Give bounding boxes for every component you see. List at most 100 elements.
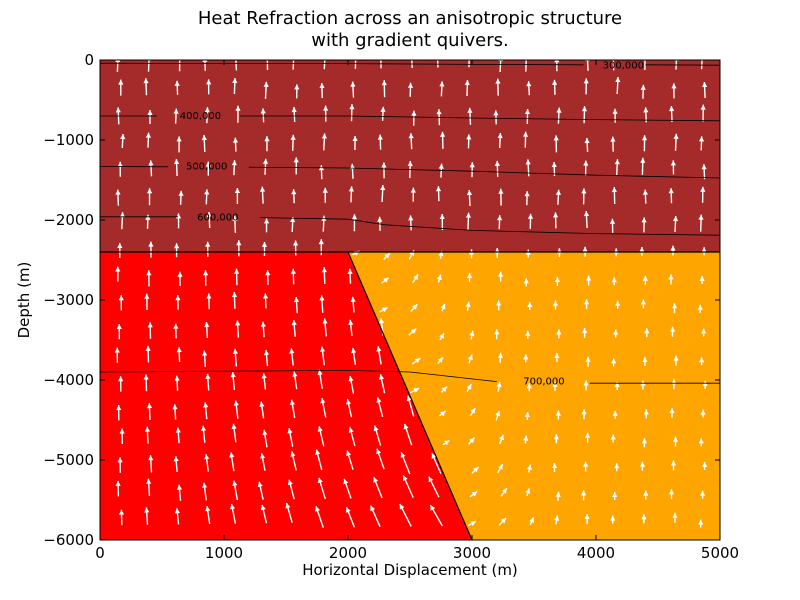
chart-title-line-1: Heat Refraction across an anisotropic st… — [197, 8, 623, 29]
quiver-arrowhead — [554, 277, 560, 282]
quiver-arrowhead — [551, 162, 557, 168]
quiver-arrowhead — [551, 463, 558, 468]
quiver-arrowhead — [175, 427, 181, 433]
quiver-arrowhead — [470, 408, 476, 414]
quiver-arrowhead — [323, 105, 329, 111]
quiver-arrowhead — [440, 411, 446, 417]
quiver-arrowhead — [553, 212, 559, 218]
quiver-arrowhead — [145, 132, 151, 138]
contour-label: 600,000 — [197, 213, 238, 224]
quiver-arrowhead — [473, 467, 479, 473]
quiver-arrowhead — [497, 352, 503, 358]
quiver-arrowhead — [146, 403, 153, 409]
quiver-arrowhead — [670, 160, 676, 166]
quiver-arrowhead — [524, 412, 530, 418]
quiver-arrowhead — [143, 374, 149, 380]
quiver-arrowhead — [700, 490, 706, 496]
quiver-arrowhead — [260, 453, 266, 459]
quiver-arrowhead — [377, 134, 383, 140]
quiver-arrowhead — [669, 408, 675, 413]
quiver-arrowhead — [671, 303, 678, 309]
x-tick-label: 4000 — [577, 544, 615, 562]
quiver-arrowhead — [380, 106, 386, 112]
quiver-arrowhead — [144, 507, 150, 513]
quiver-arrowhead — [118, 376, 124, 382]
quiver-arrowhead — [380, 185, 386, 191]
quiver-arrowhead — [610, 136, 616, 142]
quiver-arrowhead — [467, 354, 473, 361]
quiver-arrowhead — [466, 52, 472, 58]
quiver-arrowhead — [700, 186, 706, 192]
quiver-arrowhead — [346, 450, 352, 457]
quiver-arrowhead — [583, 461, 589, 467]
quiver-arrowhead — [262, 429, 268, 436]
quiver-arrowhead — [466, 190, 473, 196]
quiver-arrowhead — [291, 52, 297, 58]
quiver-arrowhead — [525, 488, 531, 494]
quiver-arrowhead — [438, 163, 444, 169]
quiver-arrowhead — [466, 384, 472, 390]
quiver-arrowhead — [318, 239, 324, 245]
quiver-arrowhead — [499, 434, 504, 441]
contour-line — [99, 369, 497, 382]
quiver-arrowhead — [583, 211, 590, 217]
quiver-arrowhead — [117, 243, 123, 248]
quiver-arrowhead — [553, 434, 559, 440]
region-0 — [100, 60, 720, 252]
quiver-arrowhead — [556, 107, 562, 113]
quiver-arrowhead — [260, 321, 266, 327]
quiver-arrowhead — [289, 399, 295, 406]
quiver-arrowhead — [321, 133, 327, 139]
quiver-arrowhead — [347, 268, 353, 274]
quiver-arrowhead — [232, 480, 238, 486]
quiver-arrowhead — [264, 218, 270, 224]
quiver-arrowhead — [697, 304, 703, 310]
quiver-arrowhead — [673, 55, 679, 61]
quiver-arrowhead — [526, 383, 532, 389]
quiver-arrowhead — [439, 333, 444, 339]
quiver-arrowhead — [469, 330, 475, 337]
quiver-arrowhead — [178, 190, 184, 196]
quiver-arrowhead — [353, 53, 359, 59]
quiver-arrowhead — [321, 267, 327, 273]
quiver-arrowhead — [642, 357, 648, 362]
quiver-arrowhead — [202, 350, 208, 356]
quiver-arrowhead — [232, 137, 239, 143]
quiver-arrowhead — [523, 278, 529, 284]
quiver-arrowhead — [231, 292, 238, 298]
quiver-arrowhead — [120, 134, 126, 140]
quiver-arrowhead — [440, 131, 446, 137]
quiver-arrowhead — [346, 399, 352, 405]
quiver-arrowhead — [148, 160, 154, 166]
quiver-arrowhead — [444, 440, 450, 446]
quiver-arrowhead — [319, 83, 325, 89]
quiver-arrowhead — [555, 189, 561, 195]
quiver-arrowhead — [348, 376, 354, 382]
quiver-arrowhead — [441, 386, 447, 393]
quiver-arrowhead — [500, 518, 507, 524]
quiver-arrowhead — [582, 328, 588, 333]
quiver-arrowhead — [376, 397, 382, 403]
quiver-arrowhead — [117, 457, 123, 463]
quiver-arrowhead — [413, 388, 420, 393]
quiver-arrowhead — [412, 304, 418, 310]
quiver-arrowhead — [673, 355, 679, 361]
quiver-arrowhead — [699, 276, 705, 281]
quiver-arrowhead — [408, 133, 414, 139]
quiver-arrowhead — [145, 345, 151, 351]
quiver-arrowhead — [262, 158, 269, 164]
quiver-arrowhead — [118, 295, 124, 301]
quiver-arrowhead — [174, 80, 180, 86]
quiver-arrowhead — [293, 296, 300, 303]
y-axis-label: Depth (m) — [15, 261, 33, 339]
quiver-arrowhead — [464, 80, 470, 86]
quiver-arrowhead — [117, 161, 123, 167]
quiver-arrowhead — [524, 191, 530, 197]
quiver-arrowhead — [230, 504, 236, 510]
quiver-arrowhead — [439, 214, 445, 219]
quiver-arrowhead — [231, 160, 237, 166]
quiver-arrowhead — [379, 374, 385, 380]
quiver-arrowhead — [264, 54, 270, 59]
contour-line — [259, 217, 721, 236]
quiver-arrowhead — [317, 426, 323, 432]
